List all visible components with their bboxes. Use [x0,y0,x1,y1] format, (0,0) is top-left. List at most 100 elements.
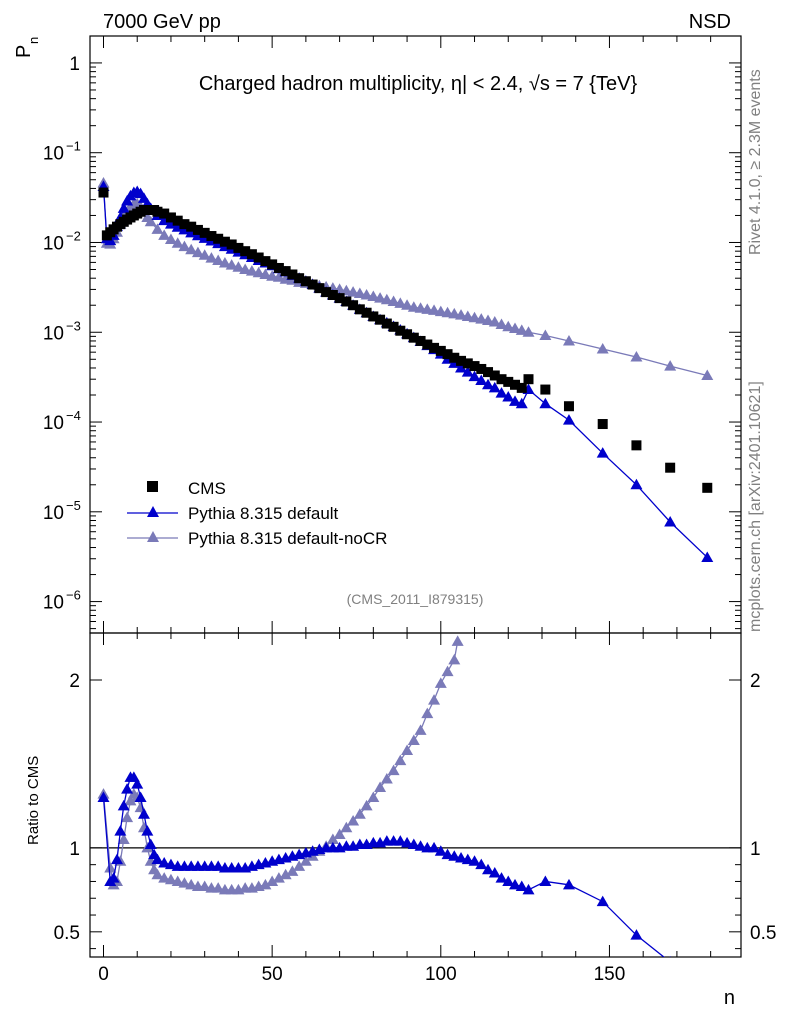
data-point-nocr [239,263,252,275]
main-y-tick-label: 1 [69,54,80,75]
data-point-nocr [596,343,609,354]
data-point-nocr [212,254,225,265]
ratio-point-nocr [374,781,387,792]
data-point-cms [523,374,534,385]
ratio-point-default [475,858,488,870]
ratio-point-default [414,840,427,851]
y-axis-label-main: P n [13,37,41,58]
y-axis-label-n-subscript: n [26,37,41,44]
ratio-point-nocr [434,677,447,688]
data-point-default [468,370,481,382]
data-point-default [701,551,714,562]
ratio-point-nocr [441,665,454,677]
data-point-nocr [171,237,184,248]
ratio-point-default [110,853,123,865]
data-point-nocr [387,295,400,307]
data-point-cms [267,259,278,270]
ratio-point-nocr [421,707,434,719]
data-point-default [630,478,643,490]
data-point-cms [442,349,453,360]
data-point-cms [213,233,224,244]
ratio-point-nocr [272,872,285,883]
main-y-tick-label: 10 [43,413,64,434]
data-point-cms [348,300,359,311]
data-point-cms [260,256,271,267]
ratio-point-nocr [198,880,211,891]
data-point-default [495,387,508,398]
data-point-cms [321,287,332,298]
ratio-point-default [701,976,713,987]
data-point-cms [631,440,642,451]
ratio-point-nocr [326,833,339,844]
ratio-point-default [522,883,535,895]
ratio-point-nocr [360,799,373,811]
data-point-cms [98,187,109,198]
data-point-default [515,397,528,409]
ratio-point-default [141,825,154,836]
main-y-tick-exponent: −6 [66,588,81,603]
data-point-nocr [225,259,238,270]
rivet-version-label: Rivet 4.1.0, ≥ 2.3M events [747,69,764,255]
y-axis-label-ratio: Ratio to CMS [25,756,42,845]
series-line-nocr [102,182,708,377]
header-process-label: NSD [689,11,731,33]
ratio-point-nocr [158,872,171,883]
ratio-point-nocr [279,868,292,880]
data-point-nocr [347,286,360,297]
ratio-point-nocr [347,815,360,826]
ratio-point-default [121,783,134,794]
data-point-cms [597,419,608,430]
ratio-point-default [468,855,481,866]
data-point-cms [375,314,386,325]
ratio-series-group [97,635,713,987]
data-point-default [488,381,501,393]
data-point-cms [665,462,676,473]
data-point-cms [246,249,257,260]
data-point-cms [273,262,284,273]
legend-label-default: Pythia 8.315 default [188,504,339,523]
data-point-nocr [630,351,643,362]
data-point-cms [361,307,372,318]
data-point-nocr [205,252,218,263]
data-point-nocr [232,261,245,272]
ratio-line-default [102,776,665,957]
data-point-nocr [394,297,407,308]
main-y-tick-label: 10 [43,323,64,344]
main-y-tick-exponent: −2 [66,228,81,243]
data-point-nocr [245,265,258,276]
ratio-point-default [509,878,522,890]
ratio-y-tick-label-right: 1 [750,839,761,860]
ratio-point-default [407,838,420,850]
ratio-point-default [212,860,225,871]
data-point-nocr [185,243,198,255]
ratio-point-nocr [394,754,407,766]
ratio-point-nocr [428,694,441,705]
legend-label-cms: CMS [188,479,226,498]
ratio-point-nocr [121,811,134,823]
ratio-point-nocr [451,635,464,646]
ratio-point-nocr [104,862,117,873]
x-tick-label: 100 [425,964,457,985]
data-point-nocr [178,240,191,252]
data-point-cms [702,482,713,493]
data-point-nocr [664,360,677,371]
data-point-nocr [502,320,515,332]
data-point-cms [489,370,500,381]
ratio-point-default [448,850,461,861]
ratio-point-default [401,836,414,848]
ratio-point-nocr [414,724,427,735]
ratio-point-default [114,825,127,836]
ratio-y-tick-label: 2 [69,671,80,692]
data-point-nocr [151,223,164,234]
data-point-nocr [340,284,353,296]
data-point-default [461,366,474,377]
ratio-point-nocr [448,653,461,665]
data-point-default [502,391,515,402]
data-point-cms [179,219,190,230]
data-point-nocr [218,257,231,268]
data-point-cms [165,212,176,223]
ratio-point-default [502,875,515,886]
ratio-point-default [441,848,454,860]
data-point-cms [219,236,230,247]
data-point-cms [354,304,365,315]
